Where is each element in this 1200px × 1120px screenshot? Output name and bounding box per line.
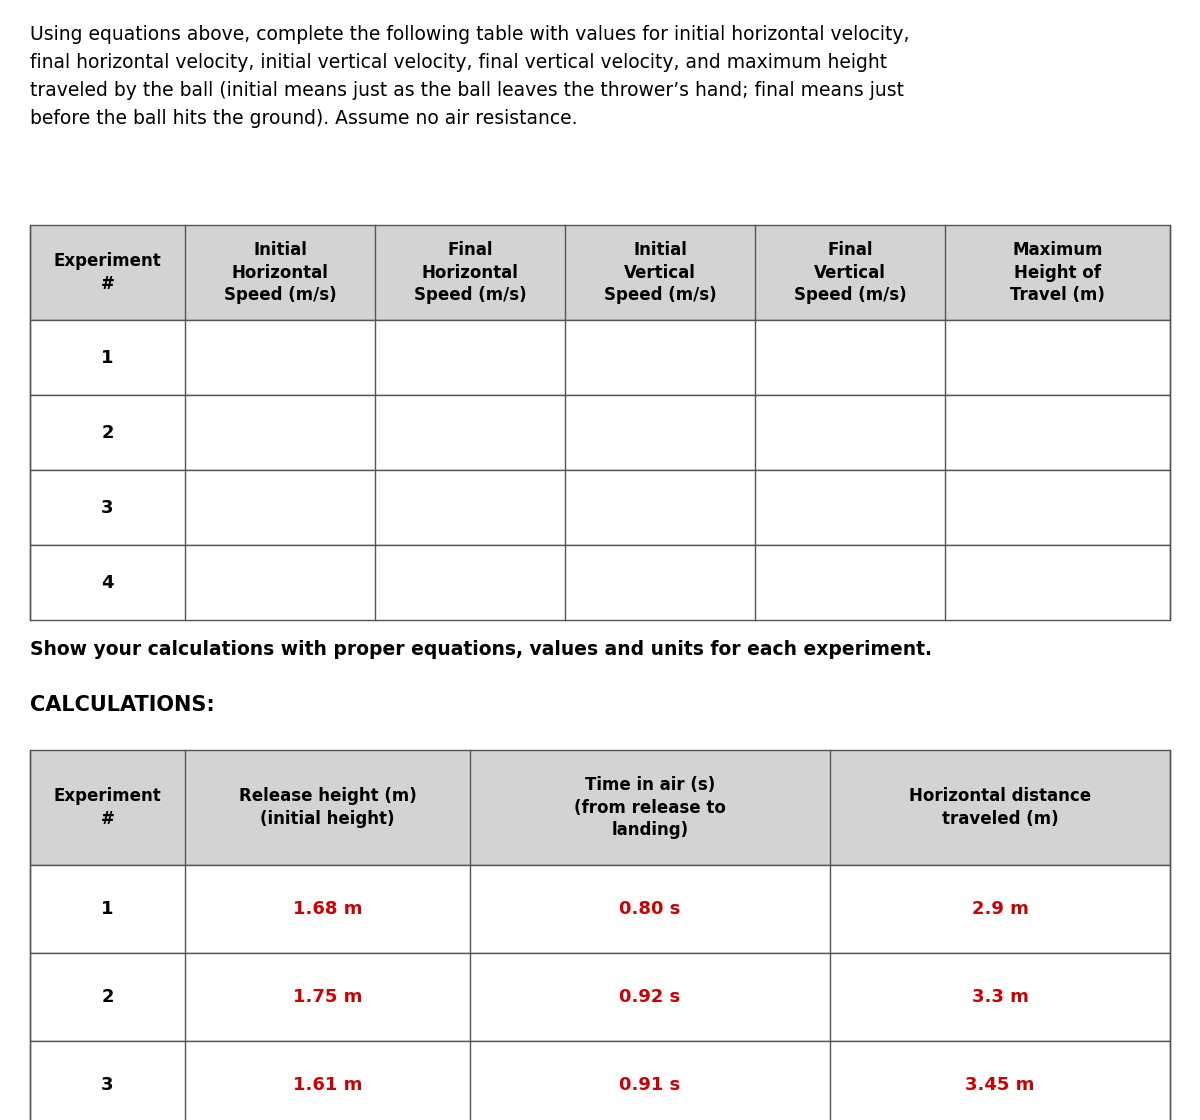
Bar [30,470,1170,545]
Text: 0.92 s: 0.92 s [619,988,680,1006]
Bar [30,750,1170,865]
Bar [30,953,1170,1040]
Text: Initial
Vertical
Speed (m/s): Initial Vertical Speed (m/s) [604,241,716,305]
Text: 0.80 s: 0.80 s [619,900,680,918]
Text: Time in air (s)
(from release to
landing): Time in air (s) (from release to landing… [574,776,726,839]
Text: 3.3 m: 3.3 m [972,988,1028,1006]
Text: 1.75 m: 1.75 m [293,988,362,1006]
Text: 0.91 s: 0.91 s [619,1076,680,1094]
Text: 1: 1 [101,348,114,366]
Text: Horizontal distance
traveled (m): Horizontal distance traveled (m) [908,787,1091,828]
Text: 4: 4 [101,573,114,591]
Bar [30,225,1170,320]
Bar [30,395,1170,470]
Bar [30,545,1170,620]
Text: Experiment
#: Experiment # [54,252,161,293]
Text: 2.9 m: 2.9 m [972,900,1028,918]
Text: 2: 2 [101,423,114,441]
Bar [30,320,1170,395]
Text: 1.61 m: 1.61 m [293,1076,362,1094]
Text: Initial
Horizontal
Speed (m/s): Initial Horizontal Speed (m/s) [223,241,336,305]
Bar [30,865,1170,953]
Text: Show your calculations with proper equations, values and units for each experime: Show your calculations with proper equat… [30,640,932,659]
Text: CALCULATIONS:: CALCULATIONS: [30,696,215,715]
Text: Final
Horizontal
Speed (m/s): Final Horizontal Speed (m/s) [414,241,527,305]
Text: 1: 1 [101,900,114,918]
Text: 3.45 m: 3.45 m [965,1076,1034,1094]
Text: 2: 2 [101,988,114,1006]
Text: Using equations above, complete the following table with values for initial hori: Using equations above, complete the foll… [30,25,910,128]
Text: Final
Vertical
Speed (m/s): Final Vertical Speed (m/s) [793,241,906,305]
Bar [30,1040,1170,1120]
Text: Maximum
Height of
Travel (m): Maximum Height of Travel (m) [1010,241,1105,305]
Text: 1.68 m: 1.68 m [293,900,362,918]
Text: 3: 3 [101,1076,114,1094]
Text: 3: 3 [101,498,114,516]
Text: Release height (m)
(initial height): Release height (m) (initial height) [239,787,416,828]
Text: Experiment
#: Experiment # [54,787,161,828]
